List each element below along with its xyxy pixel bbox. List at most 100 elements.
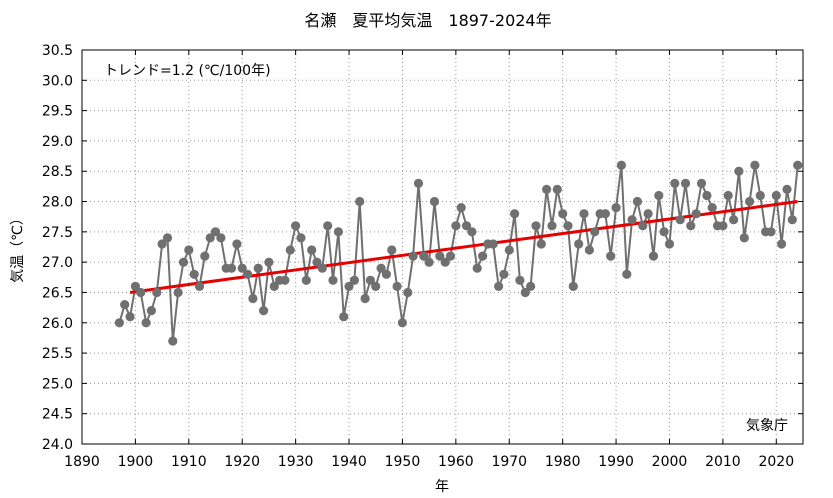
data-point <box>542 184 552 194</box>
trend-line-group <box>129 200 798 294</box>
data-point <box>515 275 525 285</box>
y-tick-label: 26.5 <box>42 285 73 301</box>
data-point <box>445 251 456 261</box>
data-point <box>216 233 226 243</box>
data-point <box>419 251 429 261</box>
data-point <box>702 190 712 201</box>
data-point <box>648 251 659 261</box>
data-point <box>424 257 434 267</box>
data-point <box>323 221 333 231</box>
data-point <box>771 190 781 201</box>
data-point <box>232 239 242 249</box>
chart-title: 名瀬 夏平均気温 1897-2024年 <box>304 11 551 30</box>
data-point <box>707 203 717 213</box>
x-tick-label: 2000 <box>652 454 688 470</box>
data-point <box>296 233 306 243</box>
data-point <box>488 239 498 249</box>
data-point <box>387 245 397 255</box>
data-point <box>146 306 156 316</box>
x-tick-label: 2020 <box>758 454 794 470</box>
y-tick-label: 30.0 <box>42 73 73 89</box>
data-points <box>114 160 803 346</box>
data-point <box>729 215 739 225</box>
data-point <box>536 239 546 249</box>
y-tick-label: 25.0 <box>42 376 73 392</box>
data-point <box>403 287 413 298</box>
data-point <box>291 221 301 231</box>
data-point <box>654 190 664 201</box>
y-tick-label: 30.5 <box>42 43 73 59</box>
data-point <box>478 251 488 261</box>
y-tick-label: 27.5 <box>42 225 73 241</box>
data-point <box>520 287 530 298</box>
data-point <box>120 300 130 310</box>
data-point <box>226 263 237 273</box>
data-point <box>397 318 407 328</box>
x-tick-label: 1960 <box>438 454 474 470</box>
data-point <box>365 275 375 285</box>
data-point <box>312 257 322 267</box>
data-point <box>376 263 386 273</box>
data-point <box>285 245 295 255</box>
data-point <box>766 227 776 237</box>
data-point <box>184 245 194 255</box>
data-point <box>691 209 701 219</box>
y-tick-label: 27.0 <box>42 255 73 271</box>
data-point <box>243 269 253 279</box>
data-point <box>686 221 696 231</box>
data-point <box>152 287 162 298</box>
data-point <box>461 221 472 231</box>
y-tick-label: 26.0 <box>42 316 73 332</box>
data-point <box>606 251 616 261</box>
data-point <box>344 281 354 291</box>
data-point <box>509 209 520 219</box>
data-point <box>611 203 621 213</box>
data-point <box>750 160 760 170</box>
data-point <box>718 221 728 231</box>
data-point <box>600 209 611 219</box>
x-tick-label: 1950 <box>385 454 421 470</box>
y-tick-label: 24.0 <box>42 437 73 453</box>
x-tick-label: 1930 <box>278 454 314 470</box>
data-point <box>136 287 146 298</box>
data-point <box>408 251 418 261</box>
source-label: 気象庁 <box>746 418 788 434</box>
y-tick-label: 24.5 <box>42 407 73 423</box>
y-tick-label: 29.5 <box>42 104 73 120</box>
x-tick-label: 1980 <box>545 454 581 470</box>
x-tick-label: 1940 <box>331 454 367 470</box>
data-point <box>355 196 365 207</box>
data-point <box>173 287 183 298</box>
data-point <box>451 221 461 231</box>
data-point <box>734 166 744 176</box>
data-point <box>494 281 504 291</box>
data-point <box>664 239 675 249</box>
plot-frame <box>81 49 804 445</box>
data-point <box>739 233 749 243</box>
data-point <box>200 251 210 261</box>
data-point <box>125 312 135 322</box>
x-tick-label: 1920 <box>224 454 260 470</box>
data-point <box>307 245 317 255</box>
data-point <box>574 239 584 249</box>
x-tick-label: 2010 <box>705 454 741 470</box>
data-point <box>269 281 279 291</box>
data-point <box>723 190 733 201</box>
data-point <box>526 281 536 291</box>
data-point <box>440 257 450 267</box>
data-point <box>680 178 691 188</box>
data-point <box>178 257 189 267</box>
y-axis-label: 気温（℃） <box>10 211 26 283</box>
data-point <box>141 318 151 328</box>
data-point <box>782 184 792 194</box>
data-point <box>259 306 269 316</box>
data-point <box>787 215 797 225</box>
data-point <box>499 269 509 279</box>
data-point <box>360 293 370 304</box>
data-point <box>643 209 653 219</box>
data-point <box>622 269 632 279</box>
data-point <box>531 221 541 231</box>
data-point <box>130 281 140 291</box>
x-tick-label: 1890 <box>64 454 100 470</box>
